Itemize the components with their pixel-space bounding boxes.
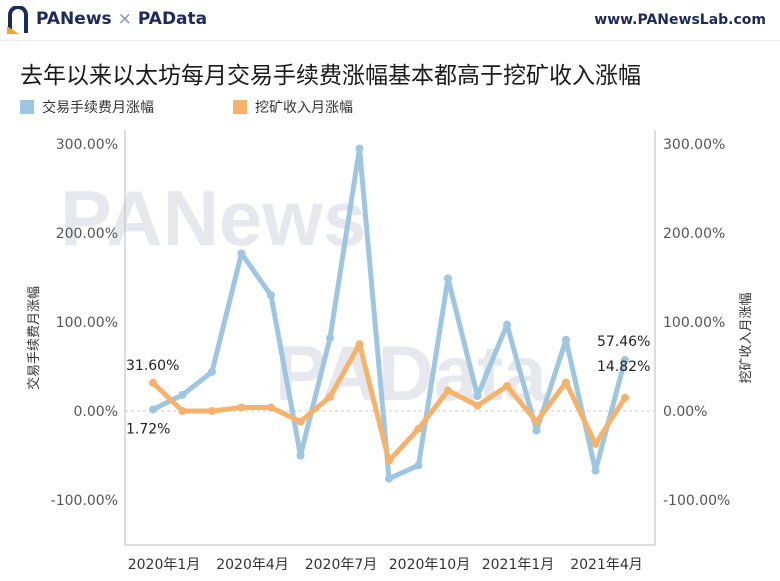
data-point-mining	[237, 403, 246, 412]
y-tick-label-left: 0.00%	[74, 404, 118, 420]
data-point-fee	[326, 334, 334, 343]
data-label: 1.72%	[126, 421, 170, 437]
data-point-mining	[208, 407, 216, 415]
data-point-fee	[296, 451, 305, 460]
data-point-mining	[178, 407, 187, 415]
data-point-mining	[149, 378, 157, 387]
data-point-mining	[444, 386, 452, 395]
x-tick-label: 2020年4月	[216, 557, 289, 573]
x-tick-label: 2020年10月	[389, 557, 470, 573]
data-point-fee	[473, 391, 482, 400]
data-label: 14.82%	[597, 359, 650, 375]
data-point-fee	[178, 390, 187, 399]
data-point-fee	[591, 466, 600, 475]
x-tick-label: 2020年7月	[305, 557, 378, 573]
x-tick-label: 2021年1月	[482, 557, 555, 573]
data-point-fee	[267, 291, 275, 300]
y-tick-label-left: -100.00%	[51, 493, 118, 509]
data-point-fee	[621, 355, 629, 364]
legend-swatch-fee	[20, 100, 34, 114]
legend-label-mining: 挖矿收入月涨幅	[255, 100, 353, 116]
y-tick-label-right: -100.00%	[663, 493, 730, 509]
y-tick-label-right: 200.00%	[663, 226, 725, 242]
data-point-fee	[149, 405, 157, 414]
brand-padata: PAData	[137, 9, 208, 29]
brand-logo-text: PANews × PAData	[36, 9, 207, 29]
data-point-mining	[503, 382, 511, 391]
watermark-panews: PANews	[60, 174, 366, 262]
data-point-mining	[385, 456, 393, 465]
x-tick-label: 2021年4月	[570, 557, 643, 573]
x-tick-label: 2020年1月	[128, 557, 201, 573]
data-point-mining	[473, 401, 482, 410]
data-point-fee	[208, 367, 216, 376]
y-tick-label-left: 200.00%	[56, 226, 118, 242]
y-tick-label-right: 100.00%	[663, 315, 725, 331]
y-tick-label-right: 0.00%	[663, 404, 707, 420]
y-tick-label-right: 300.00%	[663, 137, 725, 153]
data-point-mining	[562, 378, 570, 387]
y-axis-title-right: 挖矿收入月涨幅	[739, 292, 754, 383]
panews-logo-icon	[7, 6, 28, 34]
data-point-mining	[591, 439, 600, 448]
data-point-mining	[296, 417, 305, 426]
data-point-mining	[326, 392, 334, 401]
legend-swatch-mining	[233, 100, 247, 114]
brand-separator: ×	[117, 9, 132, 29]
data-point-mining	[532, 417, 541, 426]
data-point-mining	[355, 340, 364, 349]
data-point-fee	[355, 144, 364, 153]
brand-panews: PANews	[36, 9, 112, 29]
data-point-fee	[444, 274, 452, 283]
legend-label-fee: 交易手续费月涨幅	[42, 100, 154, 116]
data-point-fee	[562, 335, 570, 344]
y-tick-label-left: 100.00%	[56, 315, 118, 331]
data-point-fee	[414, 461, 423, 470]
y-axis-title-left: 交易手续费月涨幅	[26, 286, 42, 390]
data-label: 31.60%	[126, 358, 179, 374]
data-label: 57.46%	[597, 334, 650, 350]
data-point-fee	[503, 320, 511, 329]
data-point-mining	[414, 424, 423, 433]
data-point-fee	[385, 474, 393, 483]
data-point-fee	[237, 249, 246, 258]
data-point-mining	[621, 393, 629, 402]
data-point-mining	[267, 403, 275, 412]
y-tick-label-left: 300.00%	[56, 137, 118, 153]
chart-title: 去年以来以太坊每月交易手续费涨幅基本都高于挖矿收入涨幅	[20, 63, 641, 89]
data-point-fee	[532, 426, 541, 435]
website-url[interactable]: www.PANewsLab.com	[594, 12, 766, 28]
header-bar: PANews × PAData www.PANewsLab.com	[0, 0, 780, 41]
